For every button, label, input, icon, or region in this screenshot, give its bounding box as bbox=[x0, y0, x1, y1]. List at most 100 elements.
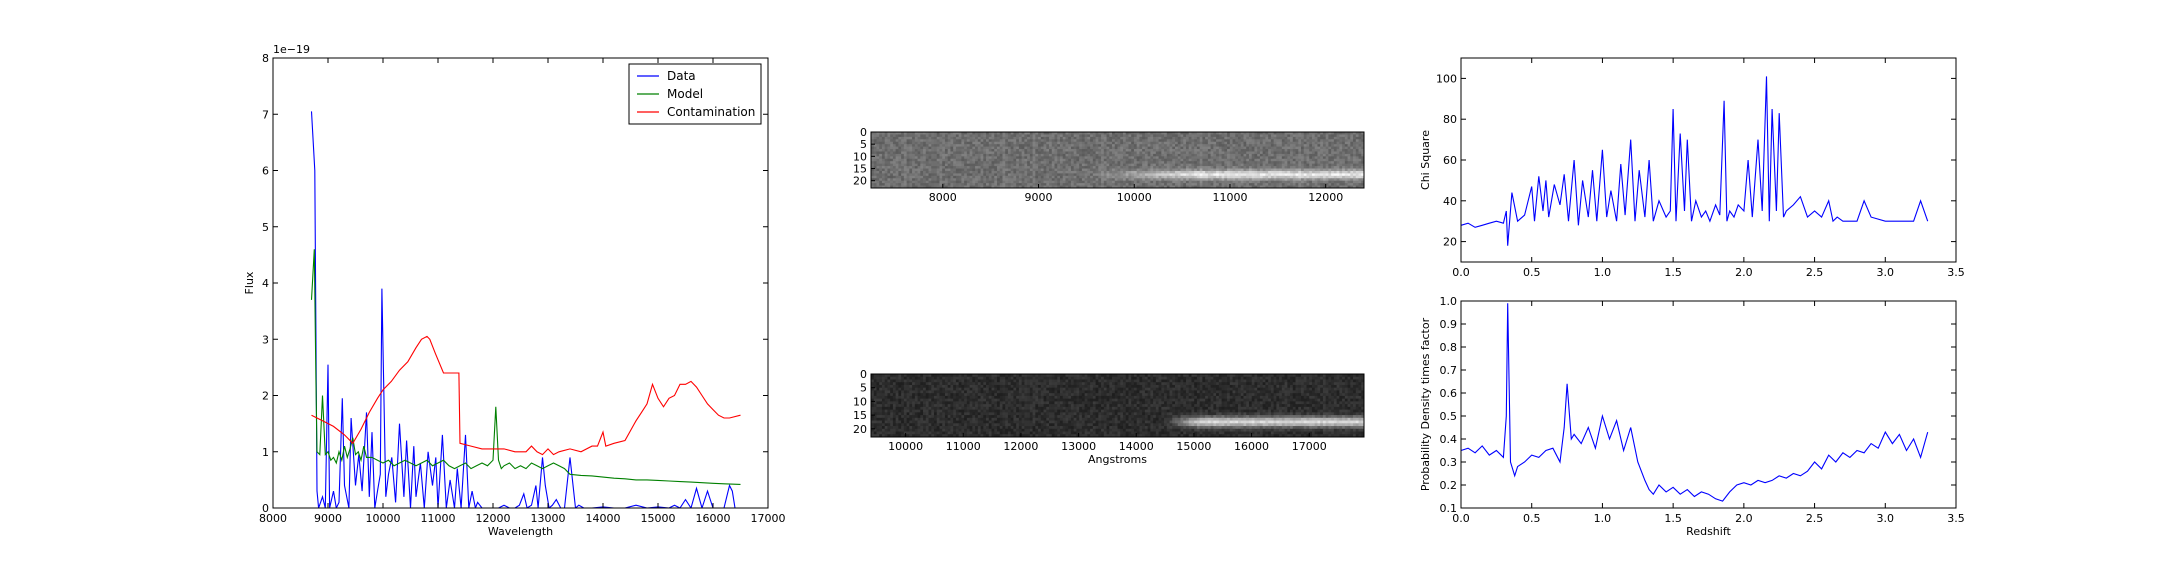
y-axis-label: Chi Square bbox=[1419, 130, 1432, 190]
series-lines bbox=[1460, 303, 1929, 502]
x-tick-label: 2.0 bbox=[1735, 266, 1753, 279]
y-offset-label: 1e−19 bbox=[273, 43, 310, 56]
x-tick-label: 14000 bbox=[1119, 440, 1154, 453]
chi-square-plot: 0.0 0.5 1.0 1.5 2.0 2.5 3.0 3.5 20 40 60 80 100 Chi S… bbox=[1419, 57, 1965, 279]
y-tick-label: 10 bbox=[853, 150, 867, 163]
x-tick-label: 2.5 bbox=[1806, 512, 1824, 525]
x-tick-label: 3.0 bbox=[1877, 266, 1895, 279]
y-tick-label: 8 bbox=[262, 52, 269, 65]
y-tick-label: 0.1 bbox=[1440, 502, 1458, 515]
y-tick-label: 0 bbox=[860, 368, 867, 381]
y-tick-label: 0 bbox=[262, 502, 269, 515]
series-lines bbox=[310, 111, 741, 508]
plot-area bbox=[273, 58, 768, 508]
x-tick-label: 3.5 bbox=[1947, 512, 1965, 525]
legend: Data Model Contamination bbox=[628, 63, 762, 125]
x-axis-label: Redshift bbox=[1686, 525, 1731, 538]
image-pixels bbox=[871, 374, 1365, 438]
probability-density-plot: 0.0 0.5 1.0 1.5 2.0 2.5 3.0 3.5 0.1 0.2 0.3 0.4 0.5 0… bbox=[1419, 295, 1965, 538]
x-tick-label: 11000 bbox=[1212, 191, 1247, 204]
x-tick-label: 3.5 bbox=[1947, 266, 1965, 279]
y-tick-label: 40 bbox=[1443, 195, 1457, 208]
lower-2d-spectrum-image: 10000 11000 12000 13000 14000 15000 16000 17000… bbox=[853, 368, 1365, 466]
x-tick-label: 12000 bbox=[1003, 440, 1038, 453]
x-tick-label: 13000 bbox=[1061, 440, 1096, 453]
axes-frame bbox=[1460, 300, 1957, 509]
y-tick-label: 1.0 bbox=[1440, 295, 1458, 308]
x-tick-label: 0.0 bbox=[1452, 266, 1470, 279]
y-tick-label: 5 bbox=[860, 382, 867, 395]
axes-frame bbox=[1460, 57, 1957, 263]
x-tick-label: 17000 bbox=[1292, 440, 1327, 453]
legend-label-data: Data bbox=[667, 69, 696, 83]
x-tick-label: 12000 bbox=[476, 512, 511, 525]
y-tick-label: 7 bbox=[262, 108, 269, 121]
series-line-model bbox=[310, 249, 741, 485]
x-tick-label: 11000 bbox=[946, 440, 981, 453]
x-tick-label: 11000 bbox=[421, 512, 456, 525]
x-tick-label: 2.5 bbox=[1806, 266, 1824, 279]
y-tick-label: 20 bbox=[853, 175, 867, 188]
y-tick-label: 15 bbox=[853, 163, 867, 176]
y-tick-label: 5 bbox=[860, 138, 867, 151]
y-tick-label: 20 bbox=[853, 423, 867, 436]
series-lines bbox=[1460, 76, 1929, 246]
y-tick-label: 0.4 bbox=[1440, 433, 1458, 446]
y-tick-label: 20 bbox=[1443, 236, 1457, 249]
x-tick-label: 8000 bbox=[259, 512, 287, 525]
y-tick-label: 1 bbox=[262, 446, 269, 459]
y-tick-label: 0.8 bbox=[1440, 341, 1458, 354]
y-tick-label: 0.2 bbox=[1440, 479, 1458, 492]
y-axis-label: Flux bbox=[243, 271, 256, 294]
y-tick-label: 0.5 bbox=[1440, 410, 1458, 423]
axes-frame bbox=[870, 131, 1365, 189]
x-tick-label: 14000 bbox=[586, 512, 621, 525]
y-tick-label: 2 bbox=[262, 390, 269, 403]
legend-box bbox=[628, 63, 762, 125]
x-tick-label: 8000 bbox=[929, 191, 957, 204]
x-axis-label: Wavelength bbox=[488, 525, 553, 538]
y-axis-label: Probability Density times factor bbox=[1419, 317, 1432, 491]
y-tick-label: 80 bbox=[1443, 113, 1457, 126]
y-tick-label: 15 bbox=[853, 409, 867, 422]
y-tick-label: 4 bbox=[262, 277, 269, 290]
y-tick-label: 0.7 bbox=[1440, 364, 1458, 377]
y-tick-label: 60 bbox=[1443, 154, 1457, 167]
y-tick-label: 10 bbox=[853, 395, 867, 408]
x-tick-label: 16000 bbox=[1234, 440, 1269, 453]
y-tick-label: 0.9 bbox=[1440, 318, 1458, 331]
legend-label-contamination: Contamination bbox=[667, 105, 755, 119]
y-tick-label: 0.3 bbox=[1440, 456, 1458, 469]
x-tick-label: 1.5 bbox=[1664, 266, 1682, 279]
x-tick-label: 0.5 bbox=[1523, 266, 1541, 279]
x-tick-label: 0.5 bbox=[1523, 512, 1541, 525]
x-tick-label: 1.5 bbox=[1664, 512, 1682, 525]
x-tick-label: 12000 bbox=[1308, 191, 1343, 204]
series-line bbox=[1460, 76, 1929, 246]
x-tick-label: 15000 bbox=[641, 512, 676, 525]
x-axis-label: Angstroms bbox=[1088, 453, 1147, 466]
x-tick-label: 10000 bbox=[366, 512, 401, 525]
series-line bbox=[1460, 303, 1929, 502]
y-tick-label: 100 bbox=[1436, 72, 1457, 85]
x-tick-label: 15000 bbox=[1176, 440, 1211, 453]
y-tick-label: 5 bbox=[262, 221, 269, 234]
image-pixels bbox=[871, 132, 1365, 189]
x-tick-label: 9000 bbox=[314, 512, 342, 525]
x-tick-label: 13000 bbox=[531, 512, 566, 525]
x-tick-label: 2.0 bbox=[1735, 512, 1753, 525]
y-tick-label: 3 bbox=[262, 333, 269, 346]
x-tick-label: 0.0 bbox=[1452, 512, 1470, 525]
x-tick-label: 1.0 bbox=[1594, 266, 1612, 279]
spectrum-plot: 8000 9000 10000 11000 12000 13000 14000 15000 16… bbox=[243, 43, 786, 538]
axes-frame bbox=[870, 373, 1365, 438]
x-tick-label: 10000 bbox=[1117, 191, 1152, 204]
legend-label-model: Model bbox=[667, 87, 703, 101]
x-tick-label: 17000 bbox=[751, 512, 786, 525]
y-tick-label: 0 bbox=[860, 126, 867, 139]
y-tick-label: 0.6 bbox=[1440, 387, 1458, 400]
series-line-contamination bbox=[311, 335, 741, 456]
x-tick-label: 3.0 bbox=[1877, 512, 1895, 525]
